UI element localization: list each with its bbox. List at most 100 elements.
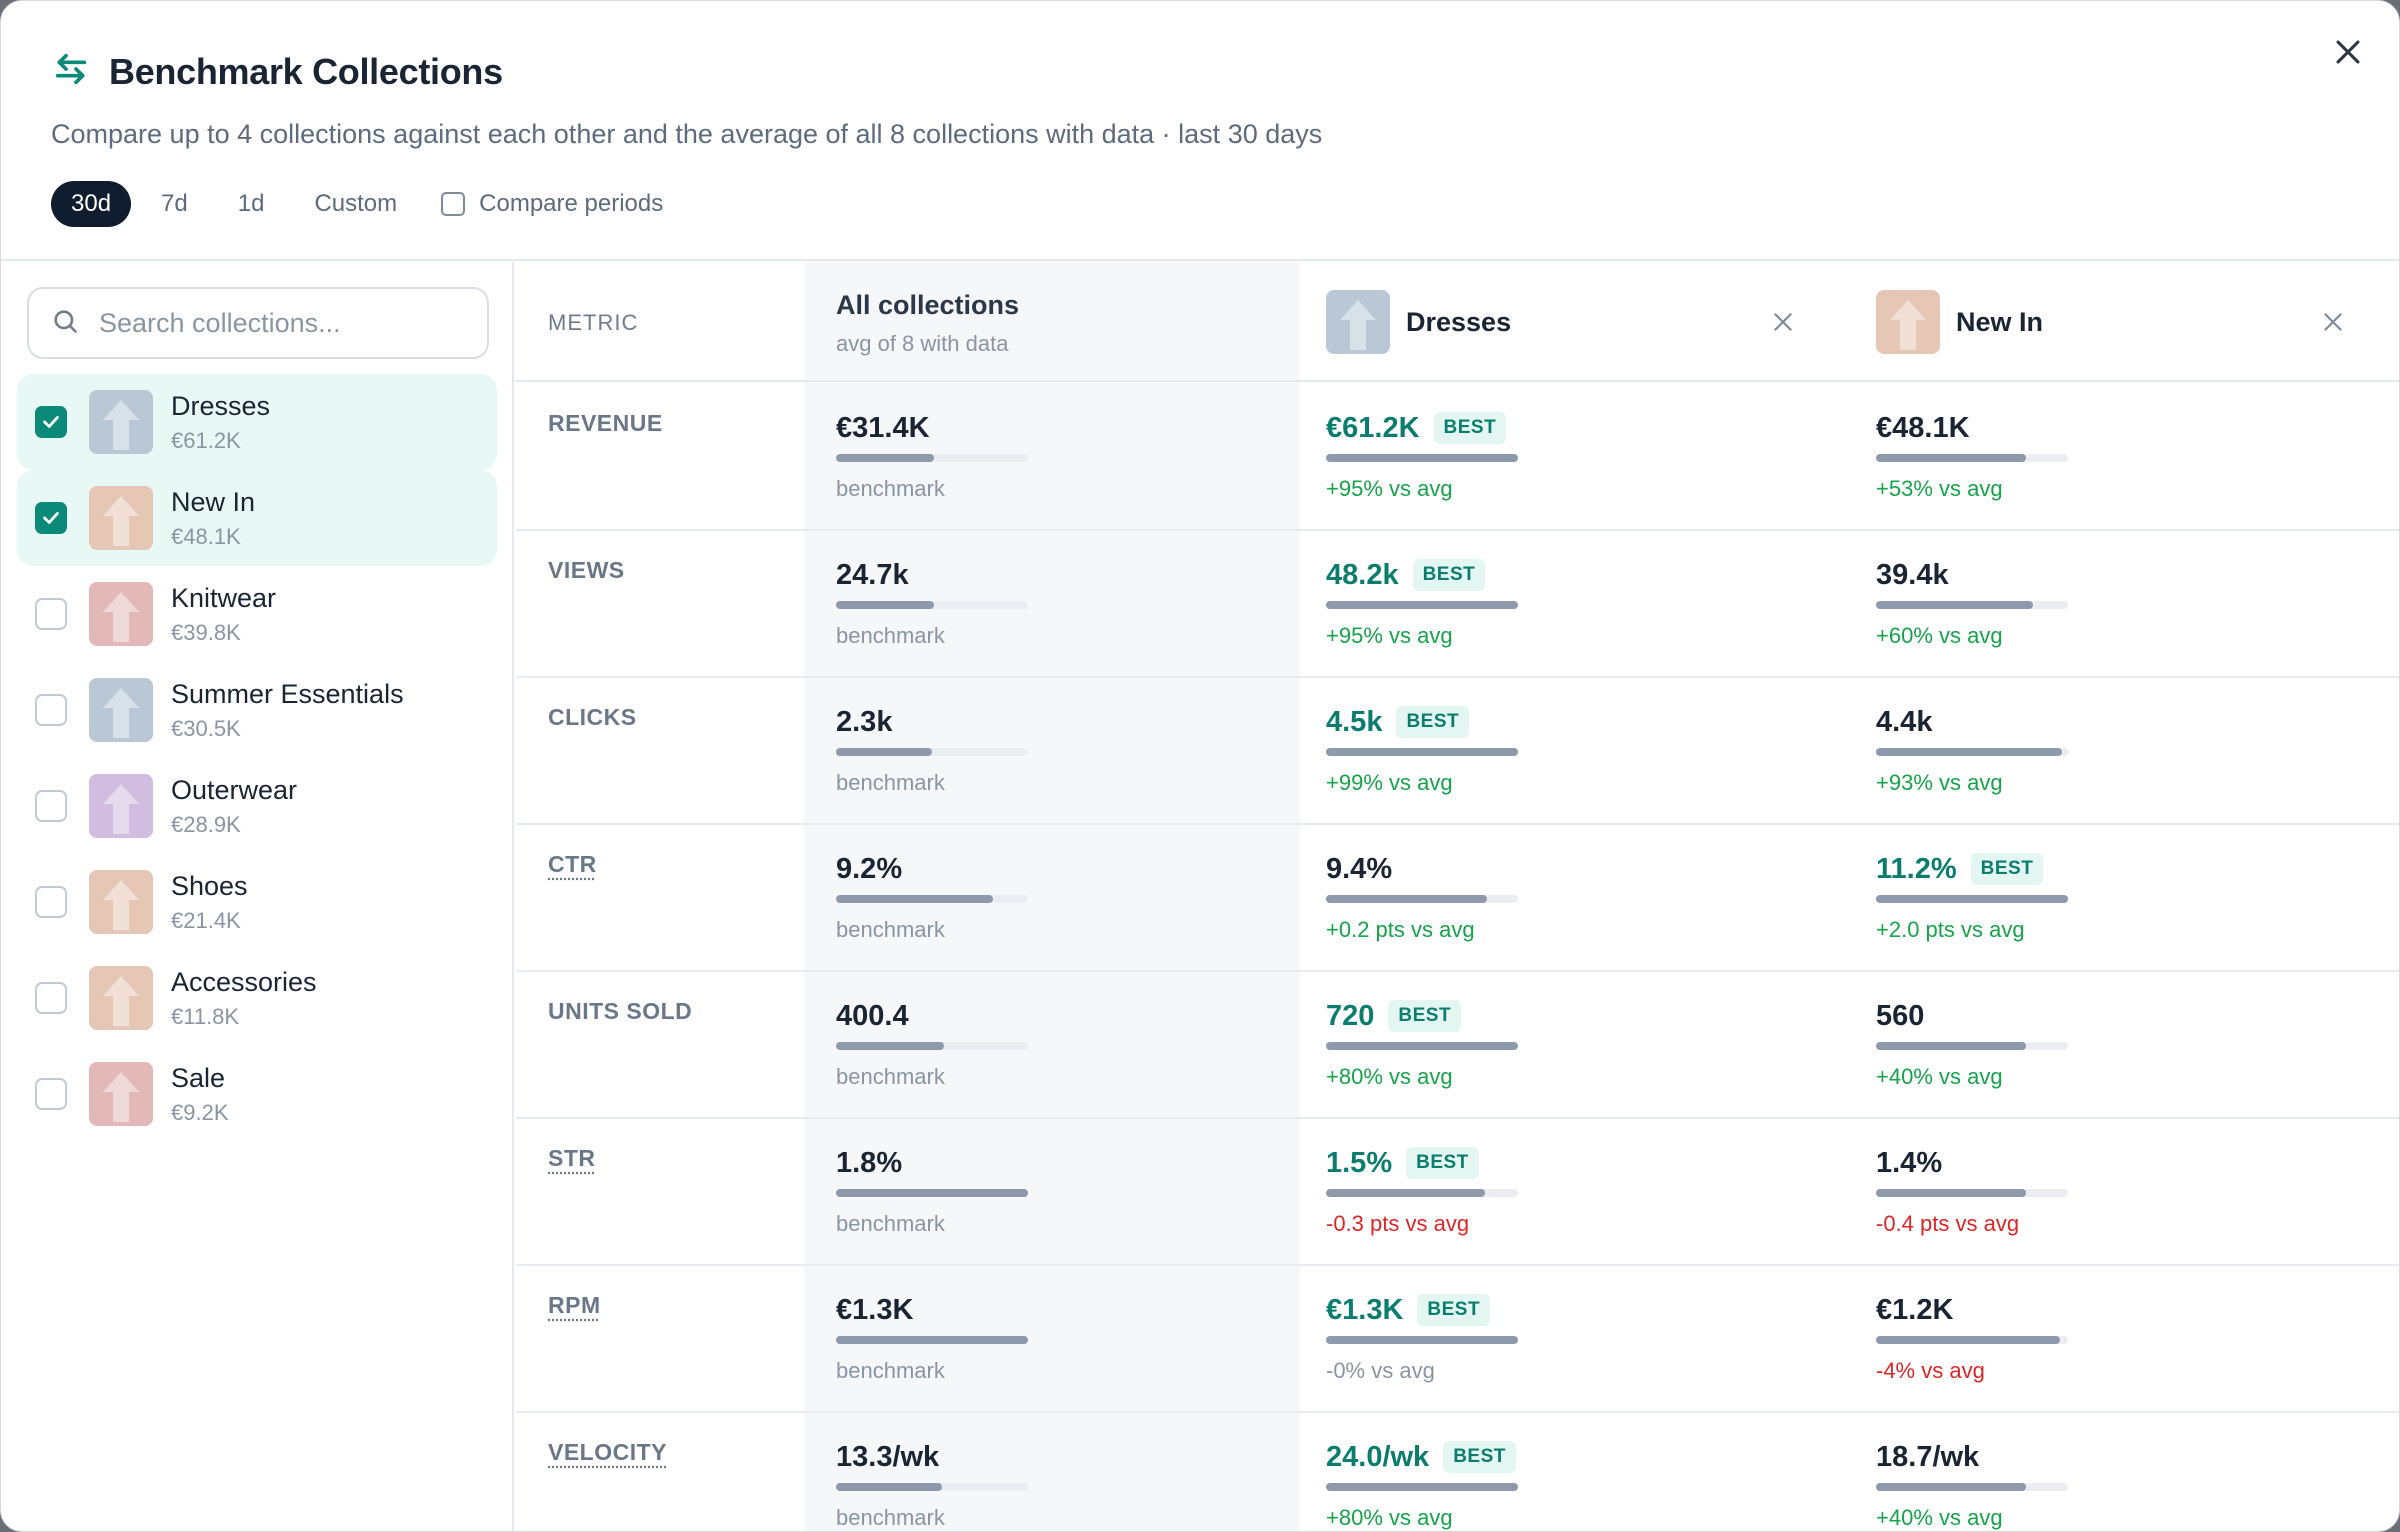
metric-bar <box>836 895 1028 903</box>
metric-bar <box>836 454 1028 462</box>
collection-cell: 4.5k BEST +99% vs avg <box>1326 704 1726 796</box>
collection-thumbnail <box>1876 290 1940 354</box>
collection-thumbnail <box>89 774 153 838</box>
modal-title: Benchmark Collections <box>109 50 503 92</box>
metric-value: €31.4K <box>836 411 930 444</box>
collection-revenue: €9.2K <box>171 1099 229 1125</box>
vs-avg-note: +40% vs avg <box>1876 1064 2003 1089</box>
metric-bar <box>1876 601 2068 609</box>
collection-name: Accessories <box>171 966 317 997</box>
metric-bar-fill <box>1326 454 1518 462</box>
best-badge: BEST <box>1388 1000 1462 1032</box>
collection-thumbnail <box>89 582 153 646</box>
collection-checkbox[interactable] <box>35 694 67 726</box>
collection-name: New In <box>171 486 256 517</box>
close-icon[interactable] <box>2331 35 2365 69</box>
metric-label[interactable]: STR <box>548 1145 596 1171</box>
collection-checkbox[interactable] <box>35 790 67 822</box>
period-tab-7d[interactable]: 7d <box>161 190 188 217</box>
collection-checkbox[interactable] <box>35 1078 67 1110</box>
remove-column-icon[interactable] <box>1770 309 1796 335</box>
vs-avg-note: +95% vs avg <box>1326 476 1453 501</box>
collection-cell: €48.1K +53% vs avg <box>1876 410 2276 502</box>
best-badge: BEST <box>1443 1441 1516 1473</box>
collection-checkbox[interactable] <box>35 406 67 438</box>
check-icon <box>43 512 59 524</box>
metric-bar-fill <box>836 1483 942 1491</box>
metric-bar <box>836 748 1028 756</box>
metric-value: 1.8% <box>836 1146 903 1179</box>
remove-column-icon[interactable] <box>2320 309 2346 335</box>
collection-item[interactable]: Knitwear €39.8K <box>17 566 497 662</box>
metric-bar-fill <box>836 1042 944 1050</box>
metric-bar-fill <box>1876 1336 2060 1344</box>
collection-item[interactable]: New In €48.1K <box>17 470 497 566</box>
metric-bar-fill <box>1326 1336 1518 1344</box>
metric-label[interactable]: VELOCITY <box>548 1439 668 1465</box>
collection-cell: 560 +40% vs avg <box>1876 998 2276 1090</box>
period-tab-1d[interactable]: 1d <box>237 190 265 217</box>
best-badge: BEST <box>1412 559 1486 591</box>
metric-label: VIEWS <box>548 557 625 583</box>
collection-item[interactable]: Outerwear €28.9K <box>17 758 497 854</box>
collection-thumbnail <box>89 678 153 742</box>
benchmark-note: benchmark <box>836 476 945 501</box>
collection-checkbox[interactable] <box>35 502 67 534</box>
collection-item[interactable]: Dresses €61.2K <box>17 374 497 470</box>
metric-label[interactable]: CTR <box>548 851 597 877</box>
collection-cell: 9.4% +0.2 pts vs avg <box>1326 851 1726 943</box>
metric-bar-fill <box>836 454 934 462</box>
vs-avg-note: -0% vs avg <box>1326 1358 1435 1383</box>
metric-bar-fill <box>1876 601 2033 609</box>
compare-periods-checkbox[interactable] <box>441 192 466 216</box>
collection-cell: 39.4k +60% vs avg <box>1876 557 2276 649</box>
metric-bar-fill <box>836 1336 1028 1344</box>
compare-periods-toggle[interactable]: Compare periods <box>441 190 663 218</box>
collection-cell: 1.5% BEST -0.3 pts vs avg <box>1326 1145 1726 1237</box>
vs-avg-note: +40% vs avg <box>1876 1505 2003 1530</box>
vs-avg-note: +80% vs avg <box>1326 1505 1453 1530</box>
collection-item[interactable]: Summer Essentials €30.5K <box>17 662 497 758</box>
collection-checkbox[interactable] <box>35 886 67 918</box>
collection-checkbox[interactable] <box>35 982 67 1014</box>
vs-avg-note: +80% vs avg <box>1326 1064 1453 1089</box>
search-box[interactable] <box>27 287 489 359</box>
collection-cell: 11.2% BEST +2.0 pts vs avg <box>1876 851 2276 943</box>
metric-bar <box>836 1042 1028 1050</box>
collection-thumbnail <box>89 1062 153 1126</box>
column-header-dresses: Dresses <box>1326 290 1816 354</box>
search-input[interactable] <box>99 307 459 339</box>
check-icon <box>43 416 59 428</box>
metric-label[interactable]: RPM <box>548 1292 601 1318</box>
metric-value: €1.3K <box>1326 1293 1404 1326</box>
collection-revenue: €30.5K <box>171 715 241 741</box>
collection-name: Summer Essentials <box>171 678 404 709</box>
metric-row: RPM €1.3K benchmark €1.3K BEST -0% vs avg €1.2… <box>516 1266 2399 1413</box>
best-badge: BEST <box>1396 706 1470 738</box>
period-tab-custom[interactable]: Custom <box>314 190 398 217</box>
compare-periods-label: Compare periods <box>479 190 664 217</box>
vs-avg-note: +60% vs avg <box>1876 623 2003 648</box>
collection-item[interactable]: Accessories €11.8K <box>17 950 497 1046</box>
metric-bar <box>1326 1483 1518 1491</box>
metric-row: VIEWS 24.7k benchmark 48.2k BEST +95% vs avg 3… <box>516 531 2399 678</box>
collection-revenue: €28.9K <box>171 811 241 837</box>
metric-bar <box>1876 1483 2068 1491</box>
metric-bar-fill <box>1876 454 2026 462</box>
vs-avg-note: -0.3 pts vs avg <box>1326 1211 1470 1236</box>
period-tab-30d[interactable]: 30d <box>51 181 132 227</box>
metric-bar <box>1326 601 1518 609</box>
metric-label: REVENUE <box>548 410 663 436</box>
metric-bar <box>1326 454 1518 462</box>
collection-item[interactable]: Sale €9.2K <box>17 1046 497 1142</box>
collection-cell: 48.2k BEST +95% vs avg <box>1326 557 1726 649</box>
average-header-title: All collections <box>836 290 1020 320</box>
metric-value: 720 <box>1326 999 1375 1032</box>
metric-value: 48.2k <box>1326 558 1399 591</box>
vs-avg-note: +2.0 pts vs avg <box>1876 917 2025 942</box>
metric-value: 18.7/wk <box>1876 1440 1980 1473</box>
collection-checkbox[interactable] <box>35 598 67 630</box>
metric-bar-fill <box>836 748 932 756</box>
metric-value: 9.2% <box>836 852 903 885</box>
collection-item[interactable]: Shoes €21.4K <box>17 854 497 950</box>
